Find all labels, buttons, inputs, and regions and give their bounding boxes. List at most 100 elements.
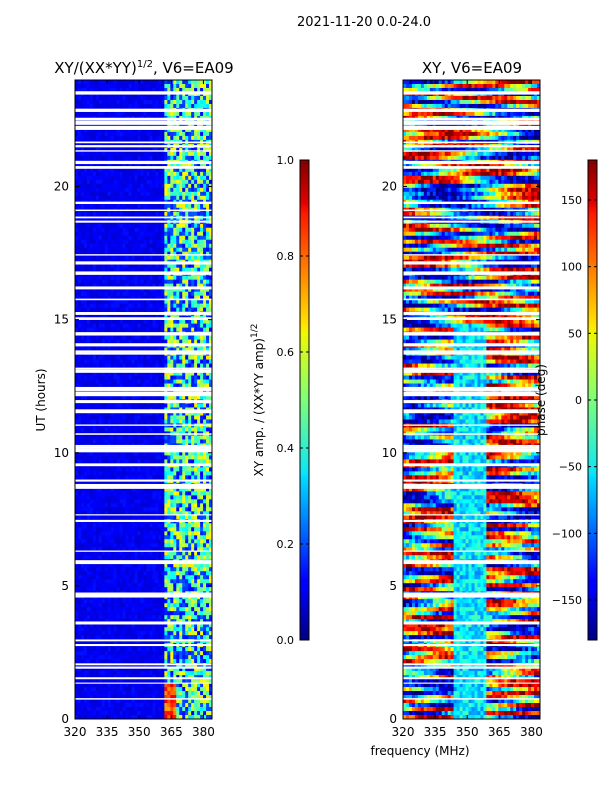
amplitude-cell [143,491,148,496]
amplitude-cell [107,83,112,89]
amplitude-cell [134,319,139,325]
amplitude-cell [80,507,85,512]
amplitude-cell [113,363,118,369]
amplitude-cell [152,287,157,293]
amplitude-cell [140,287,145,293]
amplitude-cell [122,327,127,333]
amplitude-cell [104,155,109,161]
amplitude-cell [134,111,139,117]
amplitude-cell [89,295,94,301]
amplitude-cell [173,99,177,105]
amplitude-cell [113,275,118,281]
amplitude-cell [182,479,186,484]
amplitude-cell [98,359,103,365]
amplitude-cell [137,371,142,377]
amplitude-cell [176,231,180,237]
amplitude-cell [83,231,88,237]
amplitude-cell [104,427,109,433]
amplitude-cell [98,287,103,293]
amplitude-cell [161,231,165,237]
amplitude-cell [107,171,112,177]
amplitude-cell [161,267,165,273]
amplitude-cell [164,307,168,313]
amplitude-cell [173,83,177,89]
amplitude-cell [146,383,151,389]
amplitude-cell [110,167,115,173]
amplitude-cell [131,299,136,305]
amplitude-cell [152,495,157,500]
amplitude-cell [101,291,106,297]
amplitude-cell [149,511,154,516]
amplitude-cell [92,359,97,365]
amplitude-cell [125,243,130,249]
amplitude-cell [116,487,121,492]
amplitude-cell [80,239,85,245]
amplitude-cell [191,479,195,484]
amplitude-cell [80,459,85,464]
amplitude-cell [137,491,142,496]
amplitude-cell [137,247,142,253]
amplitude-cell [209,131,212,137]
amplitude-cell [182,99,186,105]
amplitude-cell [104,239,109,245]
amplitude-cell [101,491,106,496]
amplitude-cell [137,95,142,101]
amplitude-cell [86,99,91,105]
amplitude-cell [89,435,94,441]
amplitude-cell [200,475,204,480]
amplitude-cell [75,363,79,369]
amplitude-cell [122,151,127,157]
amplitude-cell [77,375,82,381]
amplitude-cell [191,103,195,109]
amplitude-cell [158,155,162,161]
amplitude-cell [107,247,112,253]
amplitude-cell [140,80,145,85]
amplitude-cell [191,171,195,177]
amplitude-cell [152,323,157,329]
amplitude-cell [167,80,171,85]
amplitude-cell [131,135,136,141]
amplitude-cell [185,307,189,313]
amplitude-cell [119,95,124,101]
amplitude-cell [182,455,186,461]
amplitude-cell [77,183,82,189]
amplitude-cell [77,103,82,109]
amplitude-cell [125,175,130,181]
amplitude-cell [158,487,162,492]
amplitude-cell [203,275,207,281]
amplitude-cell [98,127,103,133]
amplitude-cell [77,80,82,85]
amplitude-cell [140,479,145,484]
amplitude-cell [137,395,142,401]
amplitude-cell [149,487,154,492]
amplitude-cell [203,80,207,85]
amplitude-cell [119,203,124,209]
amplitude-cell [161,155,165,161]
amplitude-cell [167,167,171,173]
amplitude-cell [176,295,180,301]
amplitude-cell [164,339,168,345]
amplitude-cell [113,87,118,93]
amplitude-cell [140,283,145,289]
amplitude-cell [155,327,159,333]
amplitude-cell [149,499,154,504]
amplitude-cell [131,359,136,365]
amplitude-cell [155,83,159,89]
amplitude-cell [101,335,106,341]
amplitude-cell [158,499,162,504]
amplitude-cell [191,263,195,269]
amplitude-cell [131,479,136,484]
amplitude-cell [170,363,174,369]
amplitude-cell [128,255,133,261]
amplitude-cell [173,371,177,377]
amplitude-cell [134,99,139,105]
amplitude-cell [131,379,136,385]
amplitude-heatmap-panel: XY/(XX*YY)1/2, V6=EA09 320 335 350 365 38005… [34,59,234,739]
amplitude-cell [167,339,171,345]
amplitude-cell [197,283,201,289]
amplitude-cell [209,319,212,325]
amplitude-cell [113,427,118,433]
amplitude-cell [188,275,192,281]
amplitude-cell [101,475,106,480]
amplitude-cell [149,495,154,500]
